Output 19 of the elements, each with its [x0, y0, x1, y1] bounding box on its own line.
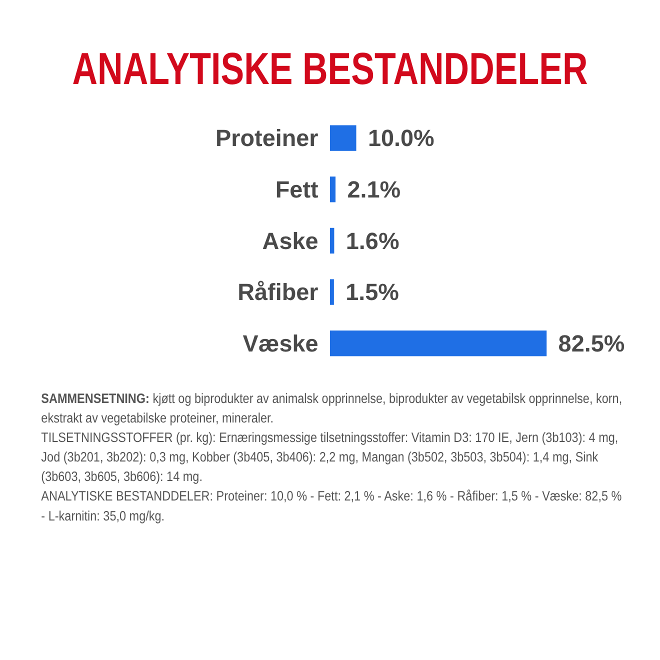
text: TILSETNINGSSTOFFER (pr. kg): Ernæringsmessige tilsetningsstoffer: Vitamin D3: 170 IE, Jern (3b103): 4 mg, Jod (3b201, 3b202): 0,3 mg, Kobber (3b405, 3b406): 2,2 mg, Mangan (3b502, 3b503, 3b504): 1,4 mg, Sink (3b603, 3b605, 3b606): 14 mg. [41, 429, 618, 484]
bar [330, 279, 334, 305]
y-tick-label: Fett [275, 176, 318, 203]
bar [330, 228, 334, 254]
bar [330, 330, 547, 356]
y-tick-label: Væske [242, 330, 318, 357]
chart-title: ANALYTISKE BESTANDDELER [72, 44, 588, 94]
data-label: 2.1% [347, 176, 401, 203]
y-tick-label: Proteiner [216, 125, 318, 152]
y-tick-label: Råfiber [238, 279, 318, 306]
bar [330, 176, 336, 202]
text: ANALYTISKE BESTANDDELER: Proteiner: 10,0 % - Fett: 2,1 % - Aske: 1,6 % - Råfiber: 1,5 % - Væske: 82,5 % - L-karnitin: 35,0 mg/kg. [41, 488, 622, 524]
bar [330, 125, 356, 151]
text: SAMMENSETNING: kjøtt og biprodukter av animalsk opprinnelse, biprodukter av vegetabilsk opprinnelse, korn, ekstrakt av vegetabilske proteiner, mineraler. [41, 390, 622, 426]
data-label: 1.5% [346, 279, 400, 306]
data-label: 1.6% [346, 228, 400, 254]
y-tick-label: Aske [262, 228, 318, 254]
data-label: 82.5% [558, 330, 625, 357]
data-label: 10.0% [368, 125, 435, 152]
